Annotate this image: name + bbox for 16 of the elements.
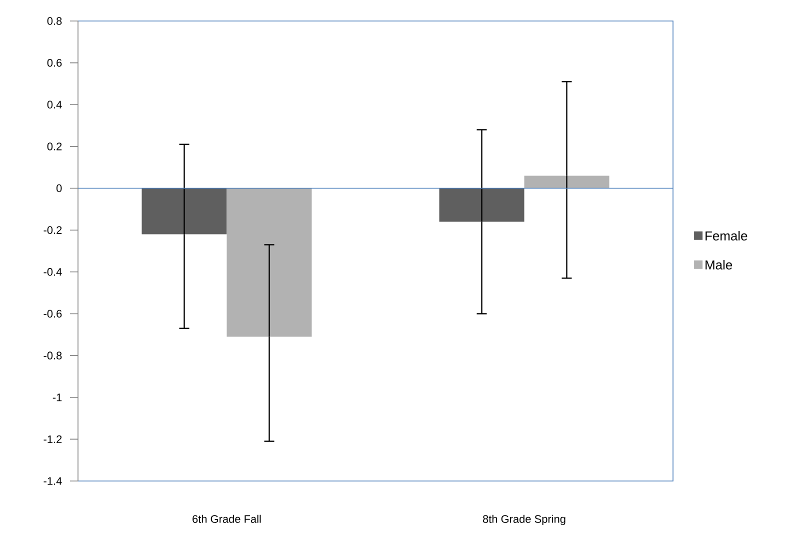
x-tick-label: 8th Grade Spring bbox=[482, 514, 566, 526]
y-tick-label: -0.2 bbox=[44, 226, 62, 234]
y-tick-label: 0.8 bbox=[47, 17, 62, 25]
y-tick-label: 0 bbox=[56, 184, 62, 192]
y-tick-label: -0.4 bbox=[44, 268, 62, 276]
x-tick-label: 6th Grade Fall bbox=[192, 514, 261, 523]
y-tick-label: -1.4 bbox=[44, 477, 62, 485]
y-tick-label: 0.2 bbox=[47, 142, 62, 150]
y-tick-label: -1 bbox=[52, 394, 62, 402]
y-tick-label: -0.8 bbox=[44, 352, 62, 360]
y-tick-label: -0.6 bbox=[44, 310, 62, 318]
y-tick-label: 0.4 bbox=[47, 100, 62, 109]
y-tick-label: 0.6 bbox=[47, 58, 62, 67]
legend-label: Male bbox=[706, 260, 732, 270]
legend-label: Female bbox=[706, 230, 748, 240]
y-tick-label: -1.2 bbox=[44, 435, 62, 444]
